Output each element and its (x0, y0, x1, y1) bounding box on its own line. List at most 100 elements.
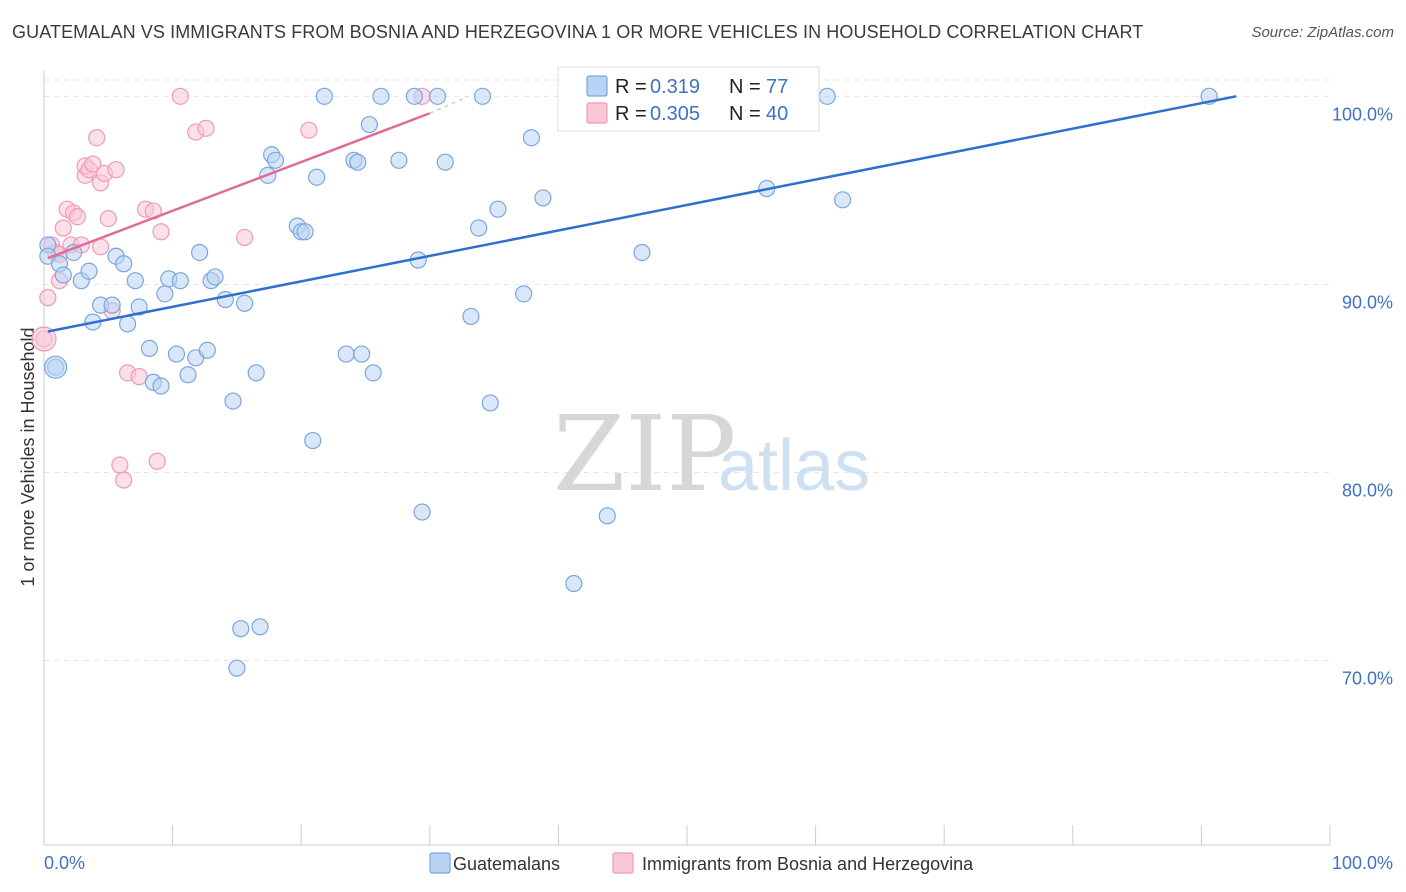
point-bosnia (84, 155, 102, 173)
point-bosnia (171, 87, 189, 105)
point-bosnia (115, 471, 133, 489)
point-guatemalan (216, 290, 234, 309)
point-bosnia (54, 219, 72, 237)
point-guatemalan (304, 431, 322, 450)
point-bosnia (197, 119, 215, 137)
point-guatemalan (565, 574, 583, 593)
stats-r-value: 0.305 (650, 103, 700, 125)
point-guatemalan (349, 153, 367, 171)
point-guatemalan (130, 298, 148, 316)
point-guatemalan (115, 255, 133, 273)
source-credit: Source: ZipAtlas.com (1251, 24, 1394, 41)
y-axis-label: 1 or more Vehicles in Household (18, 327, 38, 586)
point-bosnia (236, 228, 254, 247)
point-guatemalan (481, 394, 499, 412)
point-guatemalan (140, 339, 159, 357)
point-guatemalan (372, 87, 390, 105)
point-guatemalan (191, 243, 209, 262)
point-guatemalan (167, 345, 186, 363)
x-tick-labels: 0.0% 100.0% (44, 853, 1393, 873)
point-guatemalan (308, 168, 326, 186)
point-guatemalan (54, 266, 72, 284)
legend-swatch (429, 852, 451, 874)
point-guatemalan (473, 87, 492, 105)
point-guatemalan (103, 296, 121, 314)
point-guatemalan (360, 115, 378, 134)
point-guatemalan (126, 272, 144, 290)
point-guatemalan (413, 503, 431, 521)
point-guatemalan (598, 507, 616, 525)
x-tick-label-end: 100.0% (1332, 853, 1393, 873)
trend-line-bosnia-extension (429, 95, 469, 114)
point-guatemalan (534, 189, 552, 207)
point-guatemalan (515, 285, 533, 303)
point-guatemalan (353, 345, 371, 363)
y-tick-labels: 100.0% 90.0% 80.0% 70.0% (1332, 104, 1393, 688)
point-guatemalan (206, 268, 224, 286)
stats-r-label: R = (615, 103, 647, 125)
point-guatemalan (818, 87, 836, 105)
point-guatemalan (296, 223, 314, 241)
point-guatemalan (228, 659, 246, 677)
point-guatemalan-large (43, 355, 68, 379)
point-guatemalan (171, 272, 189, 290)
point-guatemalan (834, 191, 852, 209)
point-guatemalan (224, 392, 242, 410)
point-guatemalan (390, 151, 408, 169)
point-guatemalan (470, 219, 488, 237)
stats-n-label: N = (729, 76, 761, 98)
point-bosnia (99, 210, 117, 228)
point-bosnia (300, 121, 318, 139)
point-guatemalan (232, 620, 250, 638)
point-bosnia (107, 161, 125, 179)
axes (43, 70, 1331, 846)
point-bosnia (39, 289, 57, 307)
point-guatemalan (405, 87, 423, 105)
stats-swatch (586, 75, 608, 97)
stats-r-value: 0.319 (650, 76, 700, 98)
legend-swatch (612, 852, 634, 874)
point-bosnia (148, 452, 166, 470)
point-guatemalan (436, 153, 454, 171)
y-tick-label: 100.0% (1332, 104, 1393, 124)
point-guatemalan (198, 341, 216, 359)
point-guatemalan (522, 129, 540, 147)
point-guatemalan (364, 364, 382, 382)
point-guatemalan (337, 345, 355, 363)
stats-swatch (586, 102, 608, 124)
point-guatemalan (156, 285, 174, 303)
point-guatemalan (462, 307, 480, 326)
watermark-atlas: atlas (718, 426, 870, 506)
y-tick-label: 70.0% (1342, 669, 1393, 689)
chart-title: GUATEMALAN VS IMMIGRANTS FROM BOSNIA AND… (12, 22, 1144, 42)
point-bosnia (111, 456, 129, 474)
trend-line-bosnia (47, 112, 431, 260)
point-bosnia (68, 208, 87, 226)
bottom-legend: Guatemalans Immigrants from Bosnia and He… (429, 852, 974, 874)
stats-n-label: N = (729, 103, 761, 125)
trend-lines (47, 95, 1237, 333)
watermark-zip: ZIP (553, 393, 736, 515)
point-guatemalan (428, 87, 447, 105)
point-guatemalan (266, 151, 285, 169)
point-guatemalan (247, 364, 265, 382)
grid-lines (44, 79, 1330, 662)
point-bosnia (88, 129, 106, 147)
stats-r-label: R = (615, 76, 647, 98)
point-guatemalan (489, 200, 507, 218)
y-tick-label: 90.0% (1342, 292, 1393, 312)
legend-label: Guatemalans (453, 854, 560, 874)
trend-line-guatemalan (47, 95, 1237, 333)
stats-n-value: 77 (766, 76, 788, 98)
y-tick-label: 80.0% (1342, 481, 1393, 501)
point-guatemalan (152, 377, 170, 395)
point-bosnia-large (31, 326, 57, 352)
watermark: ZIP atlas (553, 393, 870, 515)
point-guatemalan (179, 366, 197, 384)
legend-label: Immigrants from Bosnia and Herzegovina (642, 854, 974, 874)
stats-legend-box: R = 0.319 N = 77 R = 0.305 N = 40 (557, 66, 820, 132)
point-guatemalan (251, 618, 269, 636)
point-guatemalan (315, 87, 333, 105)
point-guatemalan (118, 315, 137, 333)
